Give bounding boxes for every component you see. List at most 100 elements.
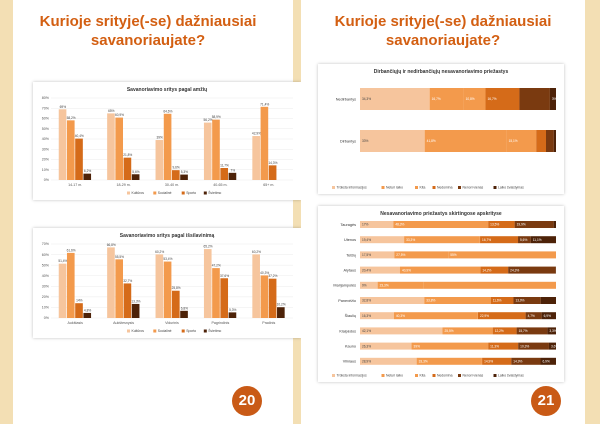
bar [277, 307, 285, 318]
segment-value-label: 41,8% [427, 139, 436, 143]
x-tick-label: 18-29 m. [117, 183, 131, 187]
bar-value-label: 69% [60, 105, 67, 109]
segment-value-label: 17% [362, 223, 369, 227]
stacked-segment [480, 266, 509, 274]
legend-label: Kita [420, 374, 426, 378]
legend-label: Socialinė [158, 191, 172, 195]
bar-value-label: 25,8% [172, 286, 181, 290]
bar [260, 106, 269, 180]
segment-value-label: 24,3% [510, 268, 519, 272]
bar [180, 310, 188, 318]
legend-swatch [332, 186, 335, 189]
stacked-segment [360, 342, 412, 350]
bar [115, 259, 123, 318]
bar [155, 254, 164, 318]
segment-value-label: 10,3% [520, 344, 529, 348]
x-tick-label: 14-17 m. [68, 183, 82, 187]
legend-swatch [415, 186, 418, 189]
bar-value-label: 4,8% [84, 308, 91, 312]
stacked-segment [448, 251, 556, 259]
bar-value-label: 65,2% [204, 245, 213, 249]
legend-label: Neturi laiko [386, 186, 403, 190]
legend-swatch [493, 374, 497, 377]
education-chart-card: Savanoriavimo sritys pagal išsilavinimą 7… [33, 228, 301, 338]
y-tick-label: 30% [42, 284, 50, 288]
bar-value-label: 64,6% [163, 109, 172, 113]
segment-value-label: 14,9% [484, 360, 493, 364]
bar-value-label: 32,7% [123, 279, 132, 283]
legend-label: Nenori vienas [463, 186, 484, 190]
bar [115, 117, 123, 180]
segment-value-label: 3% [552, 97, 557, 101]
stacked-segment [519, 88, 550, 110]
segment-value-label: 16,3% [362, 314, 371, 318]
bar [252, 136, 260, 180]
segment-value-label: 19,9% [517, 223, 526, 227]
age-chart: Savanoriavimo sritys pagal amžių 80% 70% 60… [42, 87, 293, 195]
bar [58, 109, 67, 180]
segment-value-label: 15,1% [509, 139, 518, 143]
segment-value-label: 26,3% [362, 344, 371, 348]
segment-value-label: 22,9% [480, 314, 489, 318]
bar [131, 303, 140, 318]
legend-label: Nedomina [437, 374, 453, 378]
y-tick-label: 40% [42, 137, 50, 141]
stacked-segment [553, 221, 556, 228]
chart-title: Savanoriavimo sritys pagal išsilavinimą [120, 233, 215, 239]
legend-swatch [432, 186, 436, 189]
segment-value-label: 33% [362, 139, 369, 143]
left-title-line1: Kurioje srityje(-se) dažniausiai [39, 13, 257, 30]
segment-value-label: 16,7% [432, 97, 441, 101]
legend-label: Neturi laiko [386, 374, 403, 378]
legend-label: Sporto [186, 329, 196, 333]
stacked-segment [548, 342, 556, 350]
stacked-segment [553, 130, 556, 152]
stacked-segment [547, 327, 556, 335]
y-tick-label: 0% [44, 178, 50, 182]
stacked-segment [393, 221, 488, 228]
y-tick-label: 70% [42, 242, 50, 246]
education-chart: Savanoriavimo sritys pagal išsilavinimą 7… [42, 233, 293, 333]
row-label: Klaipėdos [339, 329, 356, 333]
bar [220, 278, 229, 318]
x-tick-label: 65+ m. [263, 183, 274, 187]
bar-value-label: 71,4% [260, 102, 269, 106]
stacked-segment [360, 281, 378, 289]
x-tick-label: Vidurinis [165, 321, 179, 325]
segment-value-label: 16,7% [488, 97, 497, 101]
bar-value-label: 14,3% [268, 161, 277, 165]
bar-value-label: 7% [230, 168, 235, 172]
segment-value-label: 14,9% [513, 360, 522, 364]
stacked-segment [540, 297, 556, 304]
y-tick-label: 0% [44, 316, 50, 320]
left-title-line2: savanoriaujate? [90, 32, 206, 49]
legend-swatch [332, 374, 335, 377]
bar [212, 119, 220, 180]
bar [75, 138, 83, 180]
age-chart-card: Savanoriavimo sritys pagal amžių 80% 70% 60… [33, 82, 301, 200]
segment-value-label: 5,6% [520, 238, 527, 242]
bar-value-label: 53,4% [163, 257, 172, 261]
stacked-segment [485, 88, 520, 110]
segment-value-label: 6,9% [543, 360, 550, 364]
bar [252, 254, 260, 318]
legend-label: Laiko švaistymas [498, 186, 524, 190]
segment-value-label: 11,3% [490, 344, 499, 348]
segment-value-label: 55% [450, 253, 457, 257]
stacked-segment [399, 266, 481, 274]
segment-value-label: 9% [362, 284, 367, 288]
segment-value-label: 6,9% [544, 314, 551, 318]
x-tick-label: Pagrindinis [212, 321, 230, 325]
bar-value-label: 14% [76, 299, 83, 303]
bar-value-label: 60,2% [155, 250, 164, 254]
legend-swatch [203, 191, 207, 195]
legend-label: Kita [420, 186, 426, 190]
bar [163, 113, 172, 180]
legend-swatch [458, 186, 461, 189]
legend-swatch [458, 374, 461, 377]
bar-value-label: 47,2% [212, 264, 221, 268]
stacked-segment [463, 88, 486, 110]
stacked-segment [549, 88, 556, 110]
bar [75, 303, 83, 318]
bar [123, 283, 132, 318]
